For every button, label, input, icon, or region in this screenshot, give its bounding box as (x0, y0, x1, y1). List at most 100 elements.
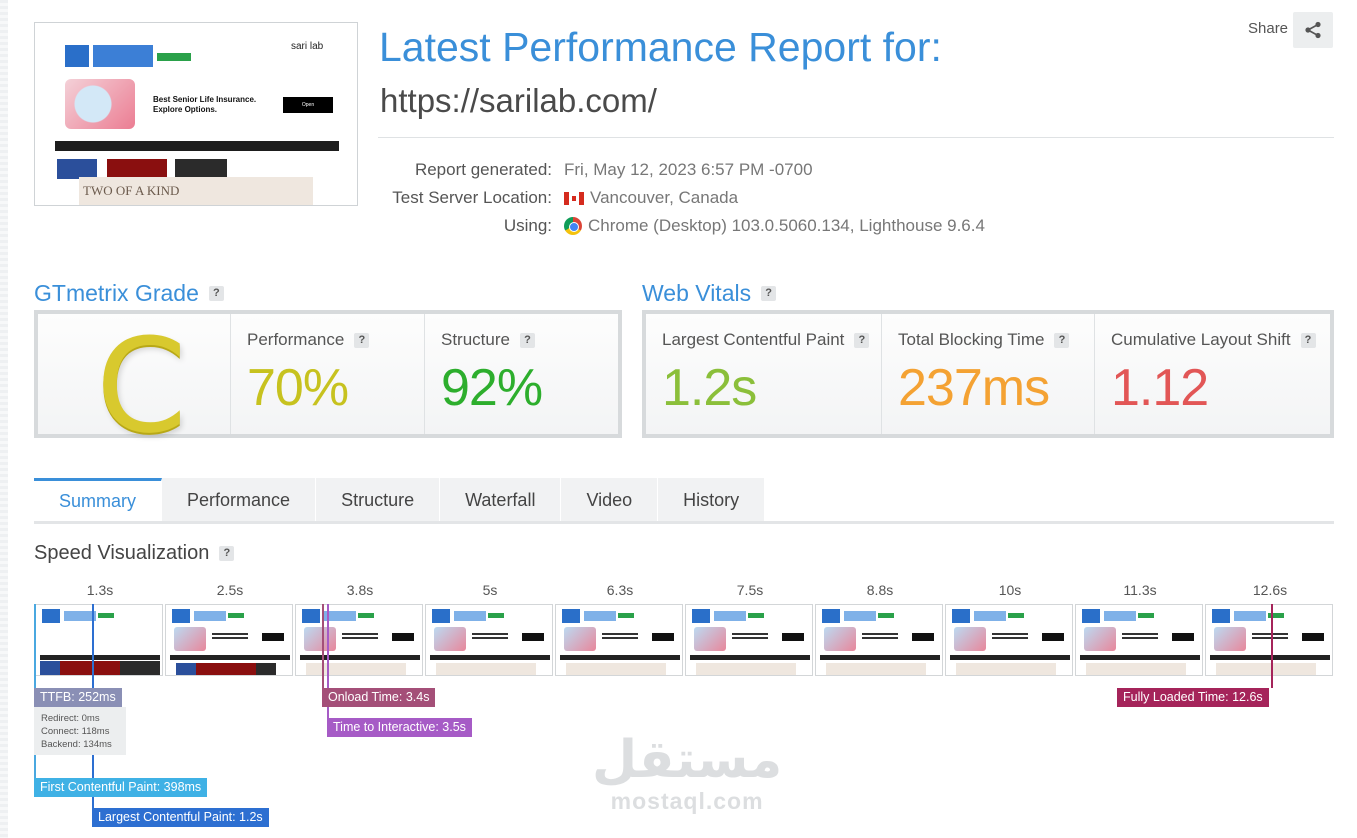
frame-footer (826, 663, 926, 675)
tab-performance[interactable]: Performance (162, 478, 317, 522)
browser-value: Chrome (Desktop) 103.0.5060.134, Lightho… (588, 216, 985, 235)
cls-cell: Cumulative Layout Shift ? 1.12 (1095, 314, 1330, 434)
filmstrip-frame[interactable] (685, 604, 813, 676)
frame-ad (64, 611, 96, 621)
help-icon[interactable]: ? (519, 332, 535, 348)
help-icon[interactable]: ? (854, 332, 870, 348)
frame-logo (1082, 609, 1100, 623)
watermark-latin: mostaql.com (610, 788, 764, 814)
performance-value: 70% (247, 359, 349, 417)
tab-video[interactable]: Video (561, 478, 659, 522)
frame-open (262, 633, 284, 641)
frame-time-label: 3.8s (346, 582, 374, 598)
help-icon[interactable]: ? (1054, 332, 1070, 348)
frame-nav (40, 655, 160, 660)
frame-footer (696, 663, 796, 675)
performance-label-row: Performance ? (247, 330, 370, 350)
frame-logo (692, 609, 710, 623)
thumb-logo (65, 45, 89, 67)
frame-illustration (824, 627, 856, 651)
filmstrip-frame[interactable] (165, 604, 293, 676)
thumb-ad-headline: Best Senior Life Insurance. Explore Opti… (153, 95, 257, 114)
tbt-cell: Total Blocking Time ? 237ms (882, 314, 1095, 434)
grade-panel-inner: C Performance ? 70% Structure ? 92% (38, 310, 618, 462)
structure-value: 92% (441, 359, 543, 417)
tab-waterfall[interactable]: Waterfall (440, 478, 562, 522)
grade-letter: C (96, 310, 187, 462)
help-icon[interactable]: ? (1300, 332, 1316, 348)
meta-label: Test Server Location: (392, 188, 552, 207)
frame-text (1122, 633, 1158, 641)
help-icon[interactable]: ? (208, 286, 224, 301)
filmstrip-frame[interactable] (1205, 604, 1333, 676)
frame-nav (950, 655, 1070, 660)
frame-ad (454, 611, 486, 621)
help-icon[interactable]: ? (761, 286, 777, 301)
web-vitals-heading: Web Vitals ? (642, 280, 777, 307)
onload-line (322, 604, 324, 688)
tab-summary[interactable]: Summary (34, 478, 163, 522)
ttfb-marker: TTFB: 252ms (34, 688, 122, 707)
frame-ad (974, 611, 1006, 621)
frame-logo (952, 609, 970, 623)
frame-logo (822, 609, 840, 623)
frame-time-label: 6.3s (606, 582, 634, 598)
filmstrip-frame[interactable] (295, 604, 423, 676)
fcp-marker: First Contentful Paint: 398ms (34, 778, 208, 797)
lcp-cell: Largest Contentful Paint ? 1.2s (646, 314, 882, 434)
frame-text (1252, 633, 1288, 641)
thumb-image-strip (57, 159, 227, 179)
meta-value: Fri, May 12, 2023 6:57 PM -0700 (564, 160, 813, 180)
structure-label: Structure (441, 330, 510, 349)
connect-time: Connect: 118ms (41, 726, 110, 737)
page-title: Latest Performance Report for: (379, 24, 942, 70)
tab-structure[interactable]: Structure (316, 478, 441, 522)
thumb-site-name: sari lab (291, 41, 324, 52)
frame-ad (714, 611, 746, 621)
share-button[interactable] (1293, 12, 1333, 48)
page-edge (0, 0, 8, 838)
frame-nav (1080, 655, 1200, 660)
frame-open (912, 633, 934, 641)
frame-open (1172, 633, 1194, 641)
chrome-icon (564, 217, 582, 235)
grade-panel: C Performance ? 70% Structure ? 92% (34, 310, 622, 462)
filmstrip-frame[interactable] (1075, 604, 1203, 676)
filmstrip-frame[interactable] (555, 604, 683, 676)
frame-illustration (1084, 627, 1116, 651)
frame-button (1008, 613, 1024, 618)
filmstrip-frame[interactable] (425, 604, 553, 676)
cls-value: 1.12 (1111, 359, 1209, 417)
tab-history[interactable]: History (658, 478, 766, 522)
cls-label: Cumulative Layout Shift (1111, 330, 1291, 349)
frame-time-label: 11.3s (1123, 582, 1157, 598)
thumb-ad-button (157, 53, 191, 61)
fully-loaded-marker: Fully Loaded Time: 12.6s (1117, 688, 1269, 707)
frame-ad (1234, 611, 1266, 621)
structure-label-row: Structure ? (441, 330, 535, 350)
tbt-label-row: Total Blocking Time ? (898, 330, 1070, 350)
frame-time-label: 5s (482, 582, 498, 598)
tti-marker: Time to Interactive: 3.5s (327, 718, 472, 737)
canada-flag-icon (564, 191, 584, 205)
frame-footer (1216, 663, 1316, 675)
site-screenshot-thumbnail[interactable]: sari lab Best Senior Life Insurance. Exp… (34, 22, 358, 206)
frame-open (782, 633, 804, 641)
frame-illustration (694, 627, 726, 651)
help-icon[interactable]: ? (354, 332, 370, 348)
frame-text (472, 633, 508, 641)
report-url[interactable]: https://sarilab.com/ (380, 82, 657, 119)
filmstrip-frame[interactable] (35, 604, 163, 676)
help-icon[interactable]: ? (219, 546, 235, 561)
frame-open (522, 633, 544, 641)
frame-time-label: 12.6s (1252, 582, 1288, 598)
filmstrip-frame[interactable] (815, 604, 943, 676)
frame-nav (430, 655, 550, 660)
frame-button (228, 613, 244, 618)
watermark-arabic: مستقل (592, 730, 783, 790)
frame-illustration (564, 627, 596, 651)
frame-illustration (954, 627, 986, 651)
frame-ad (324, 611, 356, 621)
onload-marker: Onload Time: 3.4s (322, 688, 436, 707)
filmstrip-frame[interactable] (945, 604, 1073, 676)
